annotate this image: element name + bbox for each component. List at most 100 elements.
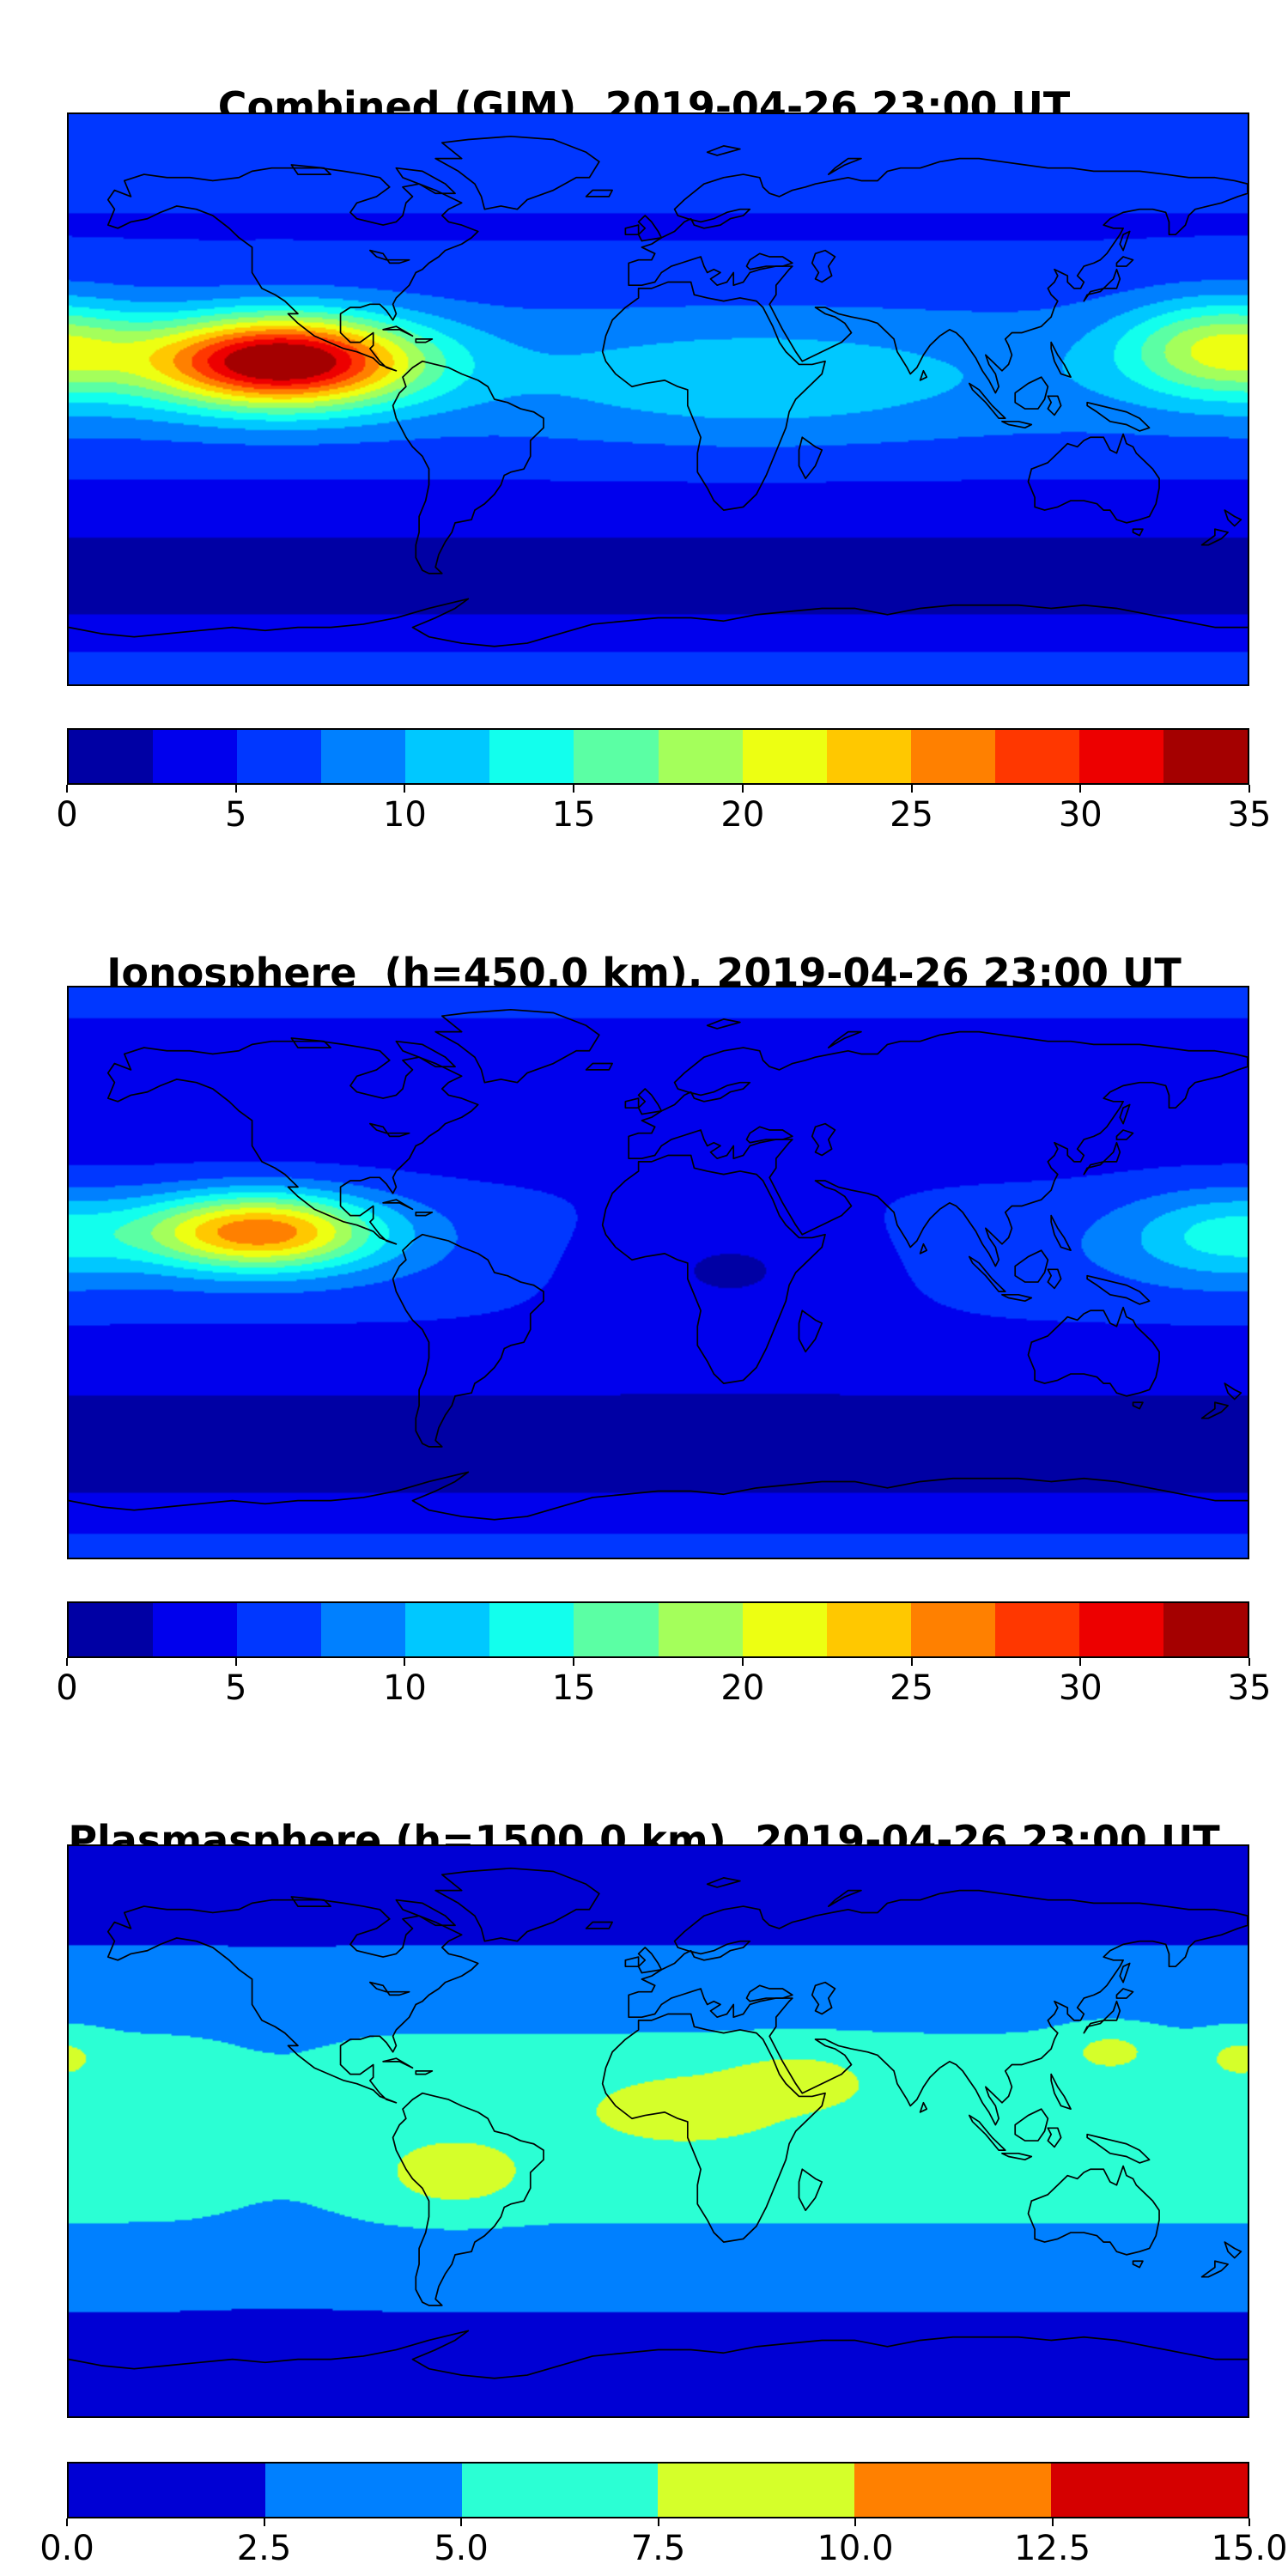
colorbar-segment xyxy=(489,730,574,783)
coastline-path xyxy=(291,1897,331,1906)
coastline-path xyxy=(746,1127,792,1142)
colorbar-segment xyxy=(994,1603,1079,1656)
colorbar-gradient-plasmasphere xyxy=(69,2464,1248,2517)
coastline-path xyxy=(799,2169,822,2210)
coastline-path xyxy=(625,1098,638,1108)
colorbar-ionosphere xyxy=(67,1601,1249,1658)
coastline-path xyxy=(969,384,1005,419)
coastline-path xyxy=(920,2103,927,2112)
colorbar-tick xyxy=(460,2518,462,2526)
coastline-path xyxy=(393,2093,544,2306)
coastline-path xyxy=(1028,2166,1159,2255)
coastline-path xyxy=(370,1983,410,1996)
coastline-path xyxy=(746,253,792,269)
colorbar-segment xyxy=(1078,1603,1164,1656)
colorbar-tick-label: 15 xyxy=(551,795,596,835)
map-plasmasphere xyxy=(67,1844,1249,2418)
colorbar-tick-label: 35 xyxy=(1227,795,1272,835)
coastline-path xyxy=(69,1472,1248,1519)
colorbar-tick xyxy=(1249,1658,1250,1666)
colorbar-segment xyxy=(742,730,827,783)
colorbar-tick-label: 7.5 xyxy=(630,2529,686,2568)
coastline-path xyxy=(1133,1402,1143,1408)
colorbar-segment xyxy=(574,1603,659,1656)
coastline-path xyxy=(1116,1989,1133,1998)
coastline-path xyxy=(1133,2261,1143,2267)
coastline-path xyxy=(1087,1276,1149,1304)
coastline-path xyxy=(108,1042,478,1244)
colorbar-segment xyxy=(658,730,743,783)
coastline-path xyxy=(1224,1383,1241,1399)
colorbar-tick-label: 30 xyxy=(1058,1668,1103,1708)
coastline-path xyxy=(746,1985,792,2001)
coastline-path xyxy=(639,216,662,241)
colorbar-segment xyxy=(153,730,238,783)
coastline-path xyxy=(812,1124,835,1156)
colorbar-labels-ionosphere: 0 5 10 15 20 25 30 35 xyxy=(56,1658,1271,1718)
colorbar-segment xyxy=(658,1603,743,1656)
coastline-path xyxy=(812,251,835,283)
coastline-path xyxy=(1002,422,1031,428)
coastline-path xyxy=(1120,1963,1129,1982)
colorbar-segment xyxy=(826,1603,911,1656)
coastline-path xyxy=(586,191,613,197)
colorbar-tick xyxy=(66,785,68,793)
coastline-path xyxy=(291,165,331,174)
coastline-path xyxy=(603,2014,825,2243)
coastline-path xyxy=(416,1212,432,1216)
coastline-path xyxy=(435,137,599,210)
colorbar-tick-label: 2.5 xyxy=(236,2529,292,2568)
coastline-path xyxy=(69,2330,1248,2378)
colorbar-segment xyxy=(69,1603,154,1656)
coastline-path xyxy=(625,225,638,234)
colorbar-segment xyxy=(1163,730,1249,783)
colorbar-tick-label: 0.0 xyxy=(39,2529,94,2568)
coastline-path xyxy=(396,1900,455,1926)
tec-field-canvas-combined xyxy=(69,114,1248,684)
colorbar-tick xyxy=(1051,2518,1054,2526)
coastline-path xyxy=(629,159,1248,393)
coastline-path xyxy=(108,1900,478,2103)
colorbar-tick-label: 15 xyxy=(551,1668,596,1708)
coastline-path xyxy=(639,1947,662,1973)
coastline-path xyxy=(920,371,927,380)
coastline-path xyxy=(1048,2128,1060,2147)
coastline-path xyxy=(586,1923,613,1929)
coastline-path xyxy=(920,1244,927,1254)
colorbar-tick xyxy=(573,785,575,793)
colorbar-tick xyxy=(741,1658,744,1666)
colorbar-segment xyxy=(264,2464,462,2517)
coastline-path xyxy=(1051,1216,1071,1251)
coastline-path xyxy=(812,1983,835,2014)
tec-field-canvas-plasmasphere xyxy=(69,1846,1248,2416)
coastline-path xyxy=(435,1010,599,1083)
coastline-path xyxy=(829,1032,861,1048)
coastline-path xyxy=(625,1957,638,1966)
coastline-path xyxy=(1048,396,1060,415)
colorbar-tick-label: 5 xyxy=(224,795,247,835)
colorbar-segment xyxy=(658,2464,855,2517)
colorbar-segment xyxy=(742,1603,827,1656)
coastline-path xyxy=(393,1235,544,1447)
coastline-path xyxy=(799,1310,822,1352)
colorbar-segment xyxy=(321,730,406,783)
colorbar-tick xyxy=(910,1658,913,1666)
colorbar-segment xyxy=(910,1603,995,1656)
coastline-path xyxy=(1202,1402,1229,1418)
coastline-path xyxy=(1028,434,1159,523)
colorbar-tick xyxy=(66,2518,68,2526)
coastline-path xyxy=(1202,529,1229,544)
colorbar-tick xyxy=(1079,1658,1082,1666)
map-combined-gim xyxy=(67,112,1249,686)
coastline-path xyxy=(1084,1143,1120,1175)
colorbar-tick-label: 12.5 xyxy=(1013,2529,1091,2568)
colorbar-tick xyxy=(741,785,744,793)
coastline-path xyxy=(396,1042,455,1067)
colorbar-tick-label: 20 xyxy=(720,795,765,835)
colorbar-tick-label: 30 xyxy=(1058,795,1103,835)
colorbar-gradient-ionosphere xyxy=(69,1603,1249,1656)
coastline-path xyxy=(969,1257,1005,1292)
colorbar-tick xyxy=(234,1658,237,1666)
coastline-path xyxy=(416,339,432,343)
